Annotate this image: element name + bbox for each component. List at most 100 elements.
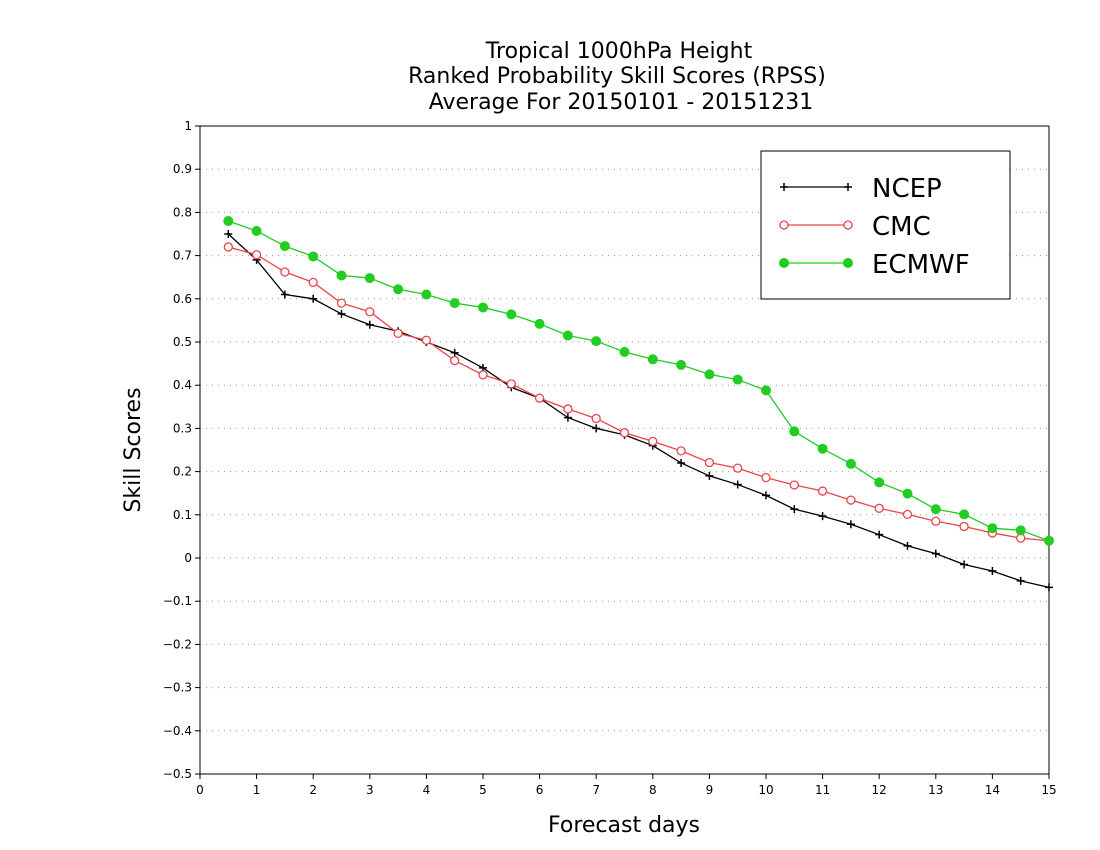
data-point-ecmwf [789, 426, 800, 437]
x-tick-label: 5 [479, 783, 487, 797]
data-point-ecmwf [732, 374, 743, 385]
data-point-ecmwf [336, 270, 347, 281]
y-axis-label: Skill Scores [121, 387, 146, 512]
y-tick-label: −0.2 [163, 637, 192, 651]
data-point-ecmwf [364, 273, 375, 284]
data-point-cmc [648, 436, 658, 447]
data-point-ncep [818, 512, 827, 521]
data-point-cmc [846, 495, 856, 505]
data-point-cmc [223, 242, 233, 252]
data-point-cmc [450, 355, 460, 366]
data-point-ecmwf [251, 225, 262, 236]
data-point-cmc [733, 463, 743, 473]
data-point-ncep [450, 348, 459, 357]
y-tick-label: 0.3 [173, 421, 192, 435]
data-point-ecmwf [562, 330, 573, 341]
legend-label-ecmwf: ECMWF [872, 250, 970, 280]
y-tick-label: 0.8 [173, 205, 192, 219]
data-point-ncep [365, 320, 374, 329]
x-tick-label: 15 [1041, 783, 1056, 797]
x-tick-label: 1 [253, 783, 261, 797]
x-tick-label: 13 [928, 783, 943, 797]
data-point-ncep [309, 294, 318, 303]
x-tick-label: 14 [985, 783, 1000, 797]
data-point-ecmwf [1044, 535, 1054, 546]
legend-item-ncep: NCEP [780, 174, 942, 204]
data-point-ncep [846, 520, 855, 529]
y-tick-label: 1 [184, 119, 192, 133]
data-point-cmc [506, 379, 516, 389]
legend-marker [780, 183, 788, 191]
data-point-ecmwf [845, 458, 856, 469]
series-line-ncep [227, 233, 1050, 589]
data-point-ecmwf [902, 488, 913, 499]
y-tick-label: −0.1 [163, 594, 192, 608]
x-tick-label: 8 [649, 783, 657, 797]
data-point-ecmwf [591, 336, 602, 347]
data-point-ncep [705, 471, 714, 480]
data-point-ncep [280, 290, 289, 299]
data-point-ecmwf [534, 318, 545, 329]
y-tick-label: −0.4 [163, 724, 192, 738]
data-point-ecmwf [959, 509, 970, 520]
data-point-ncep [1016, 576, 1025, 585]
data-point-ecmwf [619, 346, 630, 357]
legend-marker [843, 220, 853, 230]
data-point-cmc [478, 370, 488, 380]
y-tick-label: 0.2 [173, 465, 192, 479]
data-point-ecmwf [930, 504, 941, 515]
x-tick-label: 3 [366, 783, 374, 797]
data-point-ecmwf [478, 302, 488, 313]
data-point-ecmwf [647, 354, 658, 365]
chart-title: Tropical 1000hPa Height Ranked Probabili… [408, 39, 826, 115]
data-point-ncep [337, 309, 346, 318]
data-point-cmc [563, 404, 573, 414]
data-point-ncep [563, 413, 572, 422]
y-tick-label: 0.4 [173, 378, 192, 392]
series-ecmwf [223, 216, 1054, 546]
y-tick-label: 0.9 [173, 162, 192, 176]
series [223, 216, 1054, 592]
legend-marker [779, 220, 789, 230]
data-point-cmc [789, 480, 799, 490]
data-point-ncep [677, 458, 686, 467]
legend-item-ecmwf: ECMWF [779, 250, 970, 280]
data-point-ecmwf [704, 369, 715, 380]
chart-title-line-1: Tropical 1000hPa Height [485, 39, 753, 64]
y-tick-label: −0.5 [163, 767, 192, 781]
y-tick-label: 0.5 [173, 335, 192, 349]
x-tick-label: 10 [758, 783, 773, 797]
data-point-ecmwf [676, 359, 687, 370]
series-line-cmc [228, 246, 1050, 542]
data-point-ncep [960, 560, 969, 569]
x-axis-label: Forecast days [548, 813, 700, 838]
data-point-cmc [534, 393, 545, 403]
x-tick-label: 4 [423, 783, 431, 797]
x-tick-label: 9 [706, 783, 714, 797]
data-point-ecmwf [874, 477, 885, 488]
data-point-ncep [592, 424, 601, 433]
data-point-cmc [676, 446, 686, 456]
x-tick-label: 11 [815, 783, 830, 797]
y-tick-label: −0.3 [163, 681, 192, 695]
legend-marker [843, 258, 853, 268]
data-point-ncep [224, 230, 233, 238]
data-point-ncep [988, 566, 997, 575]
data-point-cmc [619, 428, 630, 438]
data-point-cmc [365, 307, 375, 317]
data-point-cmc [393, 328, 403, 339]
x-tick-label: 7 [592, 783, 600, 797]
legend: NCEP CMC ECMWF [760, 150, 1011, 300]
legend-marker [779, 258, 789, 268]
data-point-ecmwf [506, 309, 517, 320]
data-point-cmc [902, 509, 913, 520]
legend-label-cmc: CMC [872, 212, 931, 242]
data-point-cmc [280, 267, 290, 277]
axes: −0.5 −0.4 −0.3 −0.2 −0.1 0 0.1 0.2 0.3 0.4 0.5 0.6 0… [163, 119, 1057, 797]
plot-frame [199, 125, 1050, 775]
y-tick-label: 0.7 [173, 249, 192, 263]
data-point-cmc [931, 516, 941, 526]
data-point-cmc [308, 277, 318, 288]
data-point-ecmwf [223, 216, 234, 227]
